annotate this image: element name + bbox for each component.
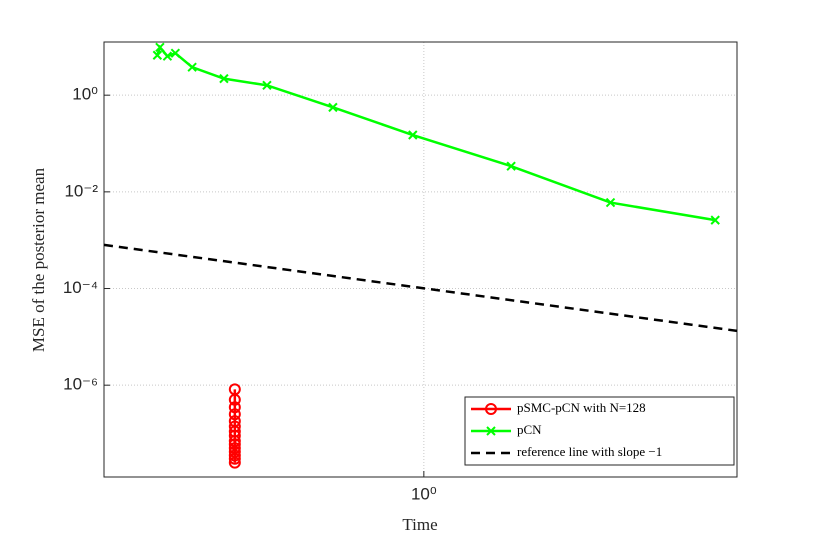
marker bbox=[228, 429, 241, 442]
legend-label: pCN bbox=[517, 422, 542, 437]
marker bbox=[162, 51, 173, 61]
marker bbox=[152, 50, 163, 60]
marker bbox=[155, 42, 165, 52]
legend-marker bbox=[486, 426, 496, 436]
y-axis-label: MSE of the posterior mean bbox=[29, 167, 48, 352]
marker bbox=[506, 161, 516, 171]
marker bbox=[262, 80, 272, 91]
marker bbox=[408, 130, 418, 140]
x-axis-label: Time bbox=[402, 515, 437, 534]
marker bbox=[328, 102, 338, 113]
plot-frame bbox=[103, 41, 738, 478]
marker bbox=[228, 401, 241, 414]
marker bbox=[219, 73, 229, 84]
y-tick-label: 10⁰ bbox=[72, 85, 98, 104]
marker bbox=[170, 48, 181, 58]
legend-label: reference line with slope −1 bbox=[517, 444, 662, 459]
legend-label: pSMC-pCN with N=128 bbox=[517, 400, 646, 415]
marker bbox=[228, 408, 241, 421]
x-tick-label: 10⁰ bbox=[411, 484, 437, 503]
marker bbox=[228, 456, 241, 469]
y-tick-label: 10⁻⁴ bbox=[63, 278, 98, 297]
marker bbox=[605, 197, 616, 208]
marker bbox=[228, 452, 241, 465]
series-line bbox=[103, 243, 738, 333]
marker bbox=[710, 215, 720, 225]
legend-marker bbox=[485, 403, 497, 415]
y-tick-label: 10⁻⁶ bbox=[63, 375, 98, 394]
marker bbox=[228, 438, 241, 451]
marker bbox=[187, 62, 197, 72]
marker bbox=[228, 393, 241, 406]
y-tick-label: 10⁻² bbox=[64, 181, 98, 200]
